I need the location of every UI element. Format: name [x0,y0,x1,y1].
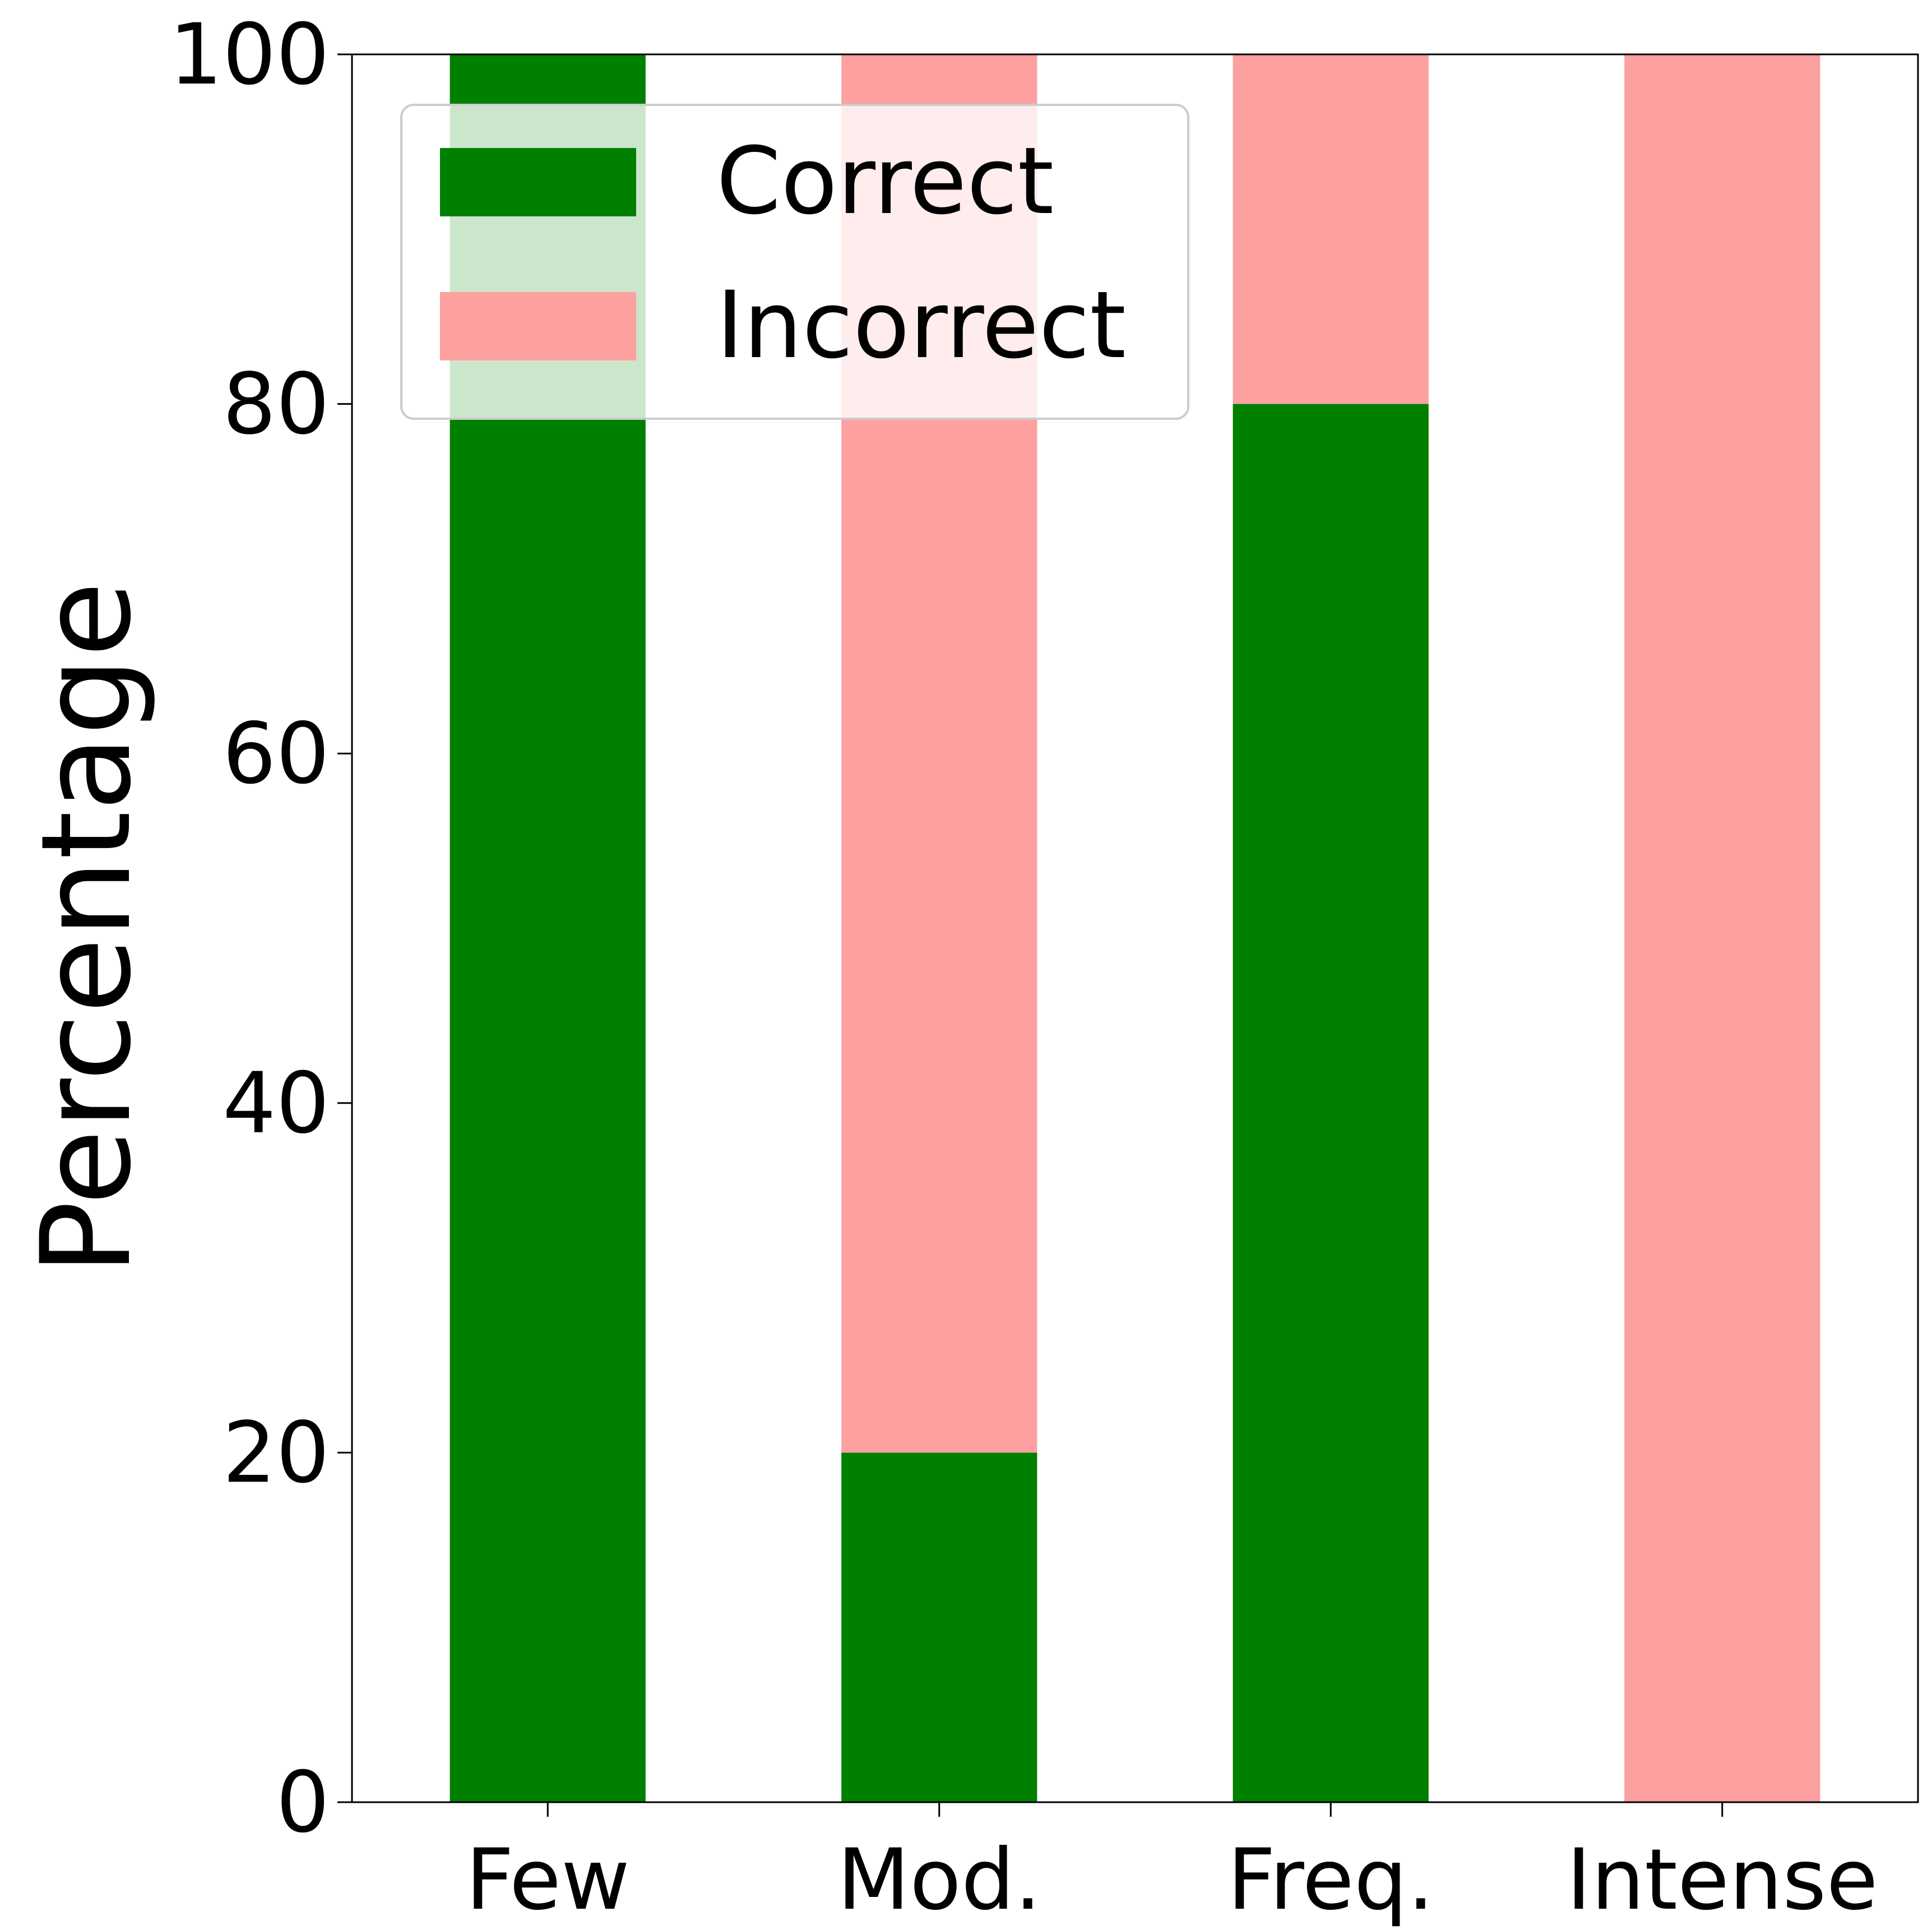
bar-incorrect-4 [1624,54,1820,1802]
x-tick-label: Intense [1567,1831,1878,1929]
y-tick-label: 80 [223,356,330,453]
x-tick-label: Few [466,1831,630,1929]
legend-label-incorrect: Incorrect [716,271,1126,379]
bar-incorrect-3 [1233,54,1429,404]
y-tick-label: 0 [276,1754,330,1852]
y-tick-label: 60 [223,705,330,803]
legend-swatch-incorrect [440,292,636,360]
x-axis: Few Mod. Freq. Intense [466,1802,1878,1929]
legend: Correct Incorrect [400,104,1189,420]
y-axis-title: Percentage [15,581,158,1275]
legend-label-correct: Correct [716,127,1054,235]
x-tick-label: Mod. [837,1831,1041,1929]
y-axis: 0 20 40 60 80 100 [169,6,352,1852]
y-tick-label: 40 [223,1055,330,1153]
legend-swatch-correct [440,148,636,216]
y-tick-label: 100 [169,6,330,104]
bar-correct-2 [841,1452,1037,1802]
plot-frame [351,53,1919,1803]
bar-correct-3 [1233,404,1429,1802]
y-tick-label: 20 [223,1404,330,1502]
x-tick-label: Freq. [1227,1831,1434,1929]
